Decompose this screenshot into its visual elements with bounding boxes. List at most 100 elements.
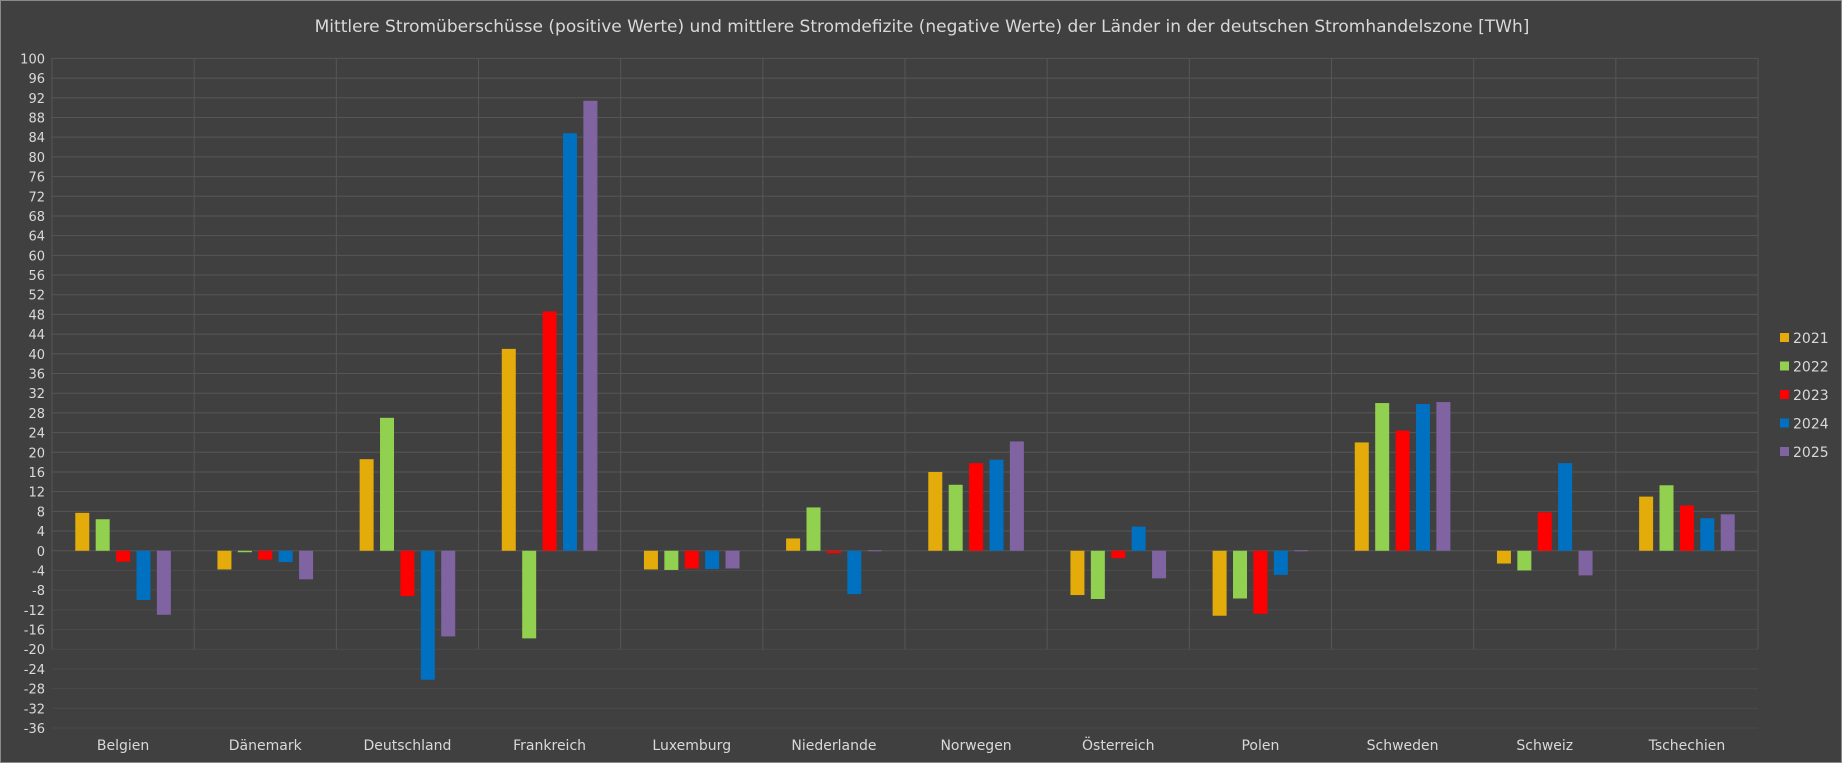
bar-luxemburg-2025 <box>725 550 740 569</box>
bar-tschechien-2024 <box>1700 518 1715 551</box>
y-tick-label: 28 <box>28 407 45 422</box>
bar-schweden-2023 <box>1395 430 1410 551</box>
bar-dänemark-2023 <box>258 550 273 560</box>
bar-deutschland-2024 <box>420 550 435 680</box>
bar-polen-2023 <box>1253 550 1268 614</box>
bar-norwegen-2021 <box>928 471 943 551</box>
x-tick-label: Frankreich <box>513 738 586 754</box>
bar-österreich-2024 <box>1131 526 1146 551</box>
legend-label-2021: 2021 <box>1793 331 1829 347</box>
bar-polen-2022 <box>1233 550 1248 599</box>
y-tick-label: 56 <box>28 269 45 284</box>
bar-dänemark-2024 <box>278 550 293 563</box>
bar-frankreich-2025 <box>583 100 598 551</box>
y-tick-label: -20 <box>24 643 45 658</box>
y-tick-label: 24 <box>28 427 45 442</box>
bar-niederlande-2023 <box>826 550 841 554</box>
x-tick-label: Luxemburg <box>652 738 731 754</box>
y-tick-label: 52 <box>28 289 45 304</box>
bar-schweiz-2023 <box>1537 512 1552 551</box>
bar-dänemark-2021 <box>217 550 232 570</box>
bar-polen-2021 <box>1212 550 1227 616</box>
y-tick-label: -12 <box>24 604 45 619</box>
bar-belgien-2024 <box>136 550 151 600</box>
y-tick-label: 12 <box>28 486 45 501</box>
bar-niederlande-2025 <box>867 550 882 552</box>
y-tick-label: -36 <box>24 722 45 737</box>
y-tick-label: -4 <box>32 564 45 579</box>
y-tick-label: 96 <box>28 72 45 87</box>
legend-swatch-2025 <box>1780 447 1789 456</box>
y-tick-label: 44 <box>28 328 45 343</box>
y-tick-label: -32 <box>24 702 45 717</box>
bar-deutschland-2022 <box>380 417 395 551</box>
y-tick-label: 80 <box>28 151 45 166</box>
x-tick-label: Polen <box>1241 738 1279 754</box>
x-tick-label: Schweden <box>1367 738 1439 754</box>
bar-deutschland-2021 <box>359 459 374 551</box>
bar-belgien-2025 <box>156 550 171 615</box>
bar-luxemburg-2021 <box>643 550 658 570</box>
y-tick-label: 32 <box>28 387 45 402</box>
bar-dänemark-2025 <box>299 550 314 580</box>
chart-title: Mittlere Stromüberschüsse (positive Wert… <box>315 17 1530 37</box>
bar-polen-2024 <box>1273 550 1288 575</box>
x-tick-label: Niederlande <box>791 738 876 754</box>
y-tick-label: 40 <box>28 348 45 363</box>
y-tick-label: 68 <box>28 210 45 225</box>
legend-label-2023: 2023 <box>1793 388 1829 404</box>
x-axis: Belgien Dänemark Deutschland Frankreich Luxe… <box>97 736 1725 754</box>
y-tick-label: 84 <box>28 131 45 146</box>
y-tick-label: 72 <box>28 190 45 205</box>
bar-niederlande-2021 <box>786 538 801 551</box>
bar-niederlande-2024 <box>847 550 862 595</box>
x-tick-label: Dänemark <box>229 738 303 754</box>
bar-schweden-2021 <box>1354 442 1369 551</box>
legend-label-2024: 2024 <box>1793 417 1829 433</box>
bar-norwegen-2022 <box>948 484 963 551</box>
legend: 2021 2022 2023 2024 2025 <box>1780 331 1829 461</box>
y-tick-label: 48 <box>28 308 45 323</box>
y-axis: -36-32-28-24-20-16-12-8-4048121620242832… <box>20 52 45 737</box>
x-tick-label: Deutschland <box>363 738 451 754</box>
legend-label-2025: 2025 <box>1793 445 1829 461</box>
bar-tschechien-2022 <box>1659 485 1674 551</box>
bar-norwegen-2025 <box>1009 441 1024 551</box>
bar-österreich-2021 <box>1070 550 1085 596</box>
y-tick-label: -28 <box>24 683 45 698</box>
bar-schweden-2025 <box>1436 402 1451 551</box>
legend-label-2022: 2022 <box>1793 360 1829 376</box>
legend-swatch-2024 <box>1780 418 1789 428</box>
bar-polen-2025 <box>1294 550 1309 552</box>
y-tick-label: 76 <box>28 171 45 186</box>
bar-frankreich-2024 <box>562 133 577 551</box>
bar-niederlande-2022 <box>806 507 821 551</box>
bar-schweiz-2025 <box>1578 550 1593 576</box>
y-tick-label: 0 <box>37 545 45 560</box>
y-tick-label: 36 <box>28 368 45 383</box>
y-tick-label: 4 <box>37 525 45 540</box>
bar-schweden-2022 <box>1375 403 1390 551</box>
x-tick-label: Tschechien <box>1648 738 1726 754</box>
legend-swatch-2023 <box>1780 390 1789 399</box>
y-tick-label: 60 <box>28 249 45 264</box>
bar-luxemburg-2022 <box>664 550 679 570</box>
bar-frankreich-2021 <box>501 348 516 551</box>
bar-belgien-2023 <box>116 550 131 562</box>
bar-tschechien-2021 <box>1639 496 1654 551</box>
y-tick-label: 100 <box>20 52 45 67</box>
bar-schweiz-2022 <box>1517 550 1532 571</box>
bar-frankreich-2023 <box>542 311 557 551</box>
bars <box>75 100 1735 680</box>
x-tick-label: Schweiz <box>1516 738 1573 754</box>
bar-schweden-2024 <box>1415 404 1430 551</box>
y-tick-label: -24 <box>24 663 45 678</box>
x-tick-label: Norwegen <box>940 738 1011 754</box>
bar-schweiz-2024 <box>1558 463 1573 551</box>
bar-belgien-2021 <box>75 512 90 551</box>
bar-luxemburg-2023 <box>684 550 699 569</box>
y-tick-label: 92 <box>28 92 45 107</box>
bar-schweiz-2021 <box>1496 550 1511 564</box>
bar-belgien-2022 <box>95 519 110 551</box>
